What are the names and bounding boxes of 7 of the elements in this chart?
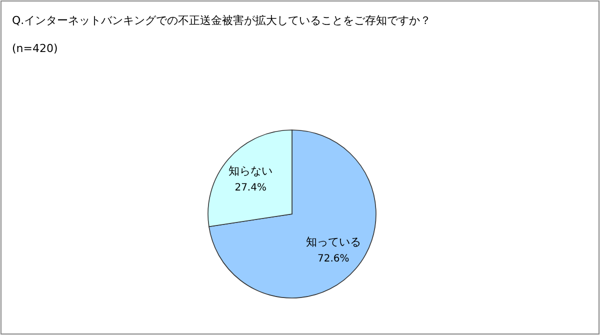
slice-label: 知っている	[306, 236, 361, 249]
slice-label: 知らない	[228, 164, 273, 178]
pie-slice	[208, 130, 376, 298]
data-label: 72.6%	[318, 254, 350, 265]
chart-title: Q.インターネットバンキングでの不正送金被害が拡大していることをご存知ですか？	[12, 14, 432, 27]
data-label: 27.4%	[234, 182, 266, 194]
text: (n=420)	[12, 42, 58, 55]
